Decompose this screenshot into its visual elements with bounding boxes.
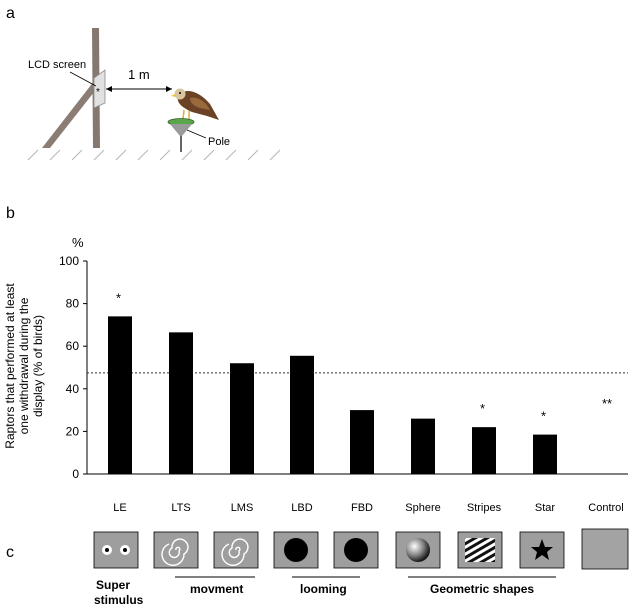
perch-cone [170, 124, 192, 136]
y-tick-label: 80 [66, 297, 80, 311]
group-label-movement: movment [190, 582, 243, 596]
raptor-bird-illustration [171, 88, 219, 120]
pole-leader [186, 129, 207, 139]
lcd-screen [93, 69, 106, 109]
pole-label: Pole [208, 136, 230, 148]
category-label-lms: LMS [231, 502, 254, 514]
bar-star [533, 434, 557, 474]
category-label-sphere: Sphere [405, 502, 440, 514]
category-label-lbd: LBD [291, 502, 312, 514]
y-unit-label: % [72, 235, 84, 250]
stimulus-group-labels: Super stimulus movment looming Geometric… [94, 576, 556, 607]
category-label-fbd: FBD [351, 502, 373, 514]
category-label-le: LE [113, 502, 126, 514]
screen-star-marker: * [96, 87, 100, 98]
bar-chart-plot-area: 0 20 40 60 80 100 LE * LTS LMS LBD FBD Sphere Stripes… [59, 254, 628, 514]
y-tick-label: 100 [59, 254, 79, 268]
panel-label-a: a [6, 5, 15, 22]
distance-label: 1 m [128, 67, 150, 82]
stimulus-stripes-icon [457, 531, 503, 569]
panel-label-c: c [6, 544, 14, 561]
experimental-setup: * LCD screen 1 m Pole [27, 28, 281, 161]
significance-marker: * [480, 401, 485, 416]
group-label-super-stimulus-line-2: stimulus [94, 593, 144, 607]
group-label-super-stimulus: Super [96, 578, 130, 592]
significance-marker: * [116, 290, 121, 305]
stimulus-icons [93, 528, 629, 570]
y-tick-label: 0 [72, 467, 79, 481]
y-tick-label: 40 [66, 382, 80, 396]
bar-le [108, 316, 132, 474]
stimulus-le-icon [93, 531, 139, 569]
bar-stripes [472, 427, 496, 474]
group-label-looming: looming [300, 582, 347, 596]
y-tick-label: 60 [66, 339, 80, 353]
ground-hatching [27, 149, 281, 161]
stimulus-fbd-disk-icon [333, 531, 379, 569]
y-axis-title-line-1: Raptors that performed at least [3, 283, 17, 449]
significance-marker: * [541, 409, 546, 424]
group-label-geometric-shapes: Geometric shapes [430, 582, 534, 596]
bar-sphere [411, 418, 435, 474]
bar-lms [230, 363, 254, 474]
category-label-lts: LTS [171, 502, 190, 514]
diagonal-post [42, 76, 102, 148]
stimulus-lms-spiral-icon [213, 531, 259, 569]
stimulus-control-icon [581, 528, 629, 570]
bar-lts [169, 332, 193, 474]
lcd-screen-leader [69, 71, 97, 87]
y-tick-label: 20 [66, 424, 80, 438]
stimulus-lbd-disk-icon [273, 531, 319, 569]
y-axis-title: Raptors that performed at least one with… [3, 283, 45, 449]
category-label-stripes: Stripes [467, 502, 502, 514]
significance-marker: ** [602, 396, 612, 411]
lcd-screen-label: LCD screen [28, 59, 86, 71]
stimulus-lts-spiral-icon [153, 531, 199, 569]
category-label-control: Control [588, 502, 623, 514]
bar-fbd [350, 410, 374, 474]
stimulus-star-icon [519, 531, 565, 569]
panel-label-b: b [6, 205, 15, 222]
stimulus-sphere-icon [395, 531, 441, 569]
category-label-star: Star [535, 502, 556, 514]
y-axis-title-line-3: display (% of birds) [31, 315, 45, 417]
y-axis-title-line-2: one withdrawal during the [17, 297, 31, 434]
bar-lbd [290, 355, 314, 474]
